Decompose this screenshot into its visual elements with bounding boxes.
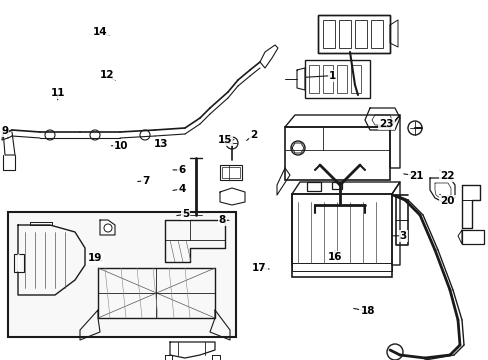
Text: 19: 19 <box>88 253 102 264</box>
Bar <box>338 20 350 48</box>
Text: 9: 9 <box>1 126 8 136</box>
Bar <box>461 230 483 244</box>
Bar <box>222 167 240 178</box>
Bar <box>291 263 391 271</box>
Bar <box>336 65 346 93</box>
Text: 21: 21 <box>408 171 423 181</box>
Text: 1: 1 <box>328 71 335 81</box>
Bar <box>285 127 389 180</box>
Bar <box>308 65 318 93</box>
Bar <box>323 65 332 93</box>
Bar <box>14 254 24 272</box>
Text: 17: 17 <box>251 263 266 273</box>
Text: 4: 4 <box>178 184 185 194</box>
Bar <box>370 20 382 48</box>
Circle shape <box>140 130 150 140</box>
Text: 6: 6 <box>178 165 185 175</box>
Circle shape <box>104 224 112 232</box>
Bar <box>350 65 360 93</box>
Text: 2: 2 <box>249 130 256 140</box>
Bar <box>8 212 236 337</box>
Text: 8: 8 <box>219 215 225 225</box>
Text: 10: 10 <box>114 141 128 151</box>
Text: 14: 14 <box>93 27 107 37</box>
Text: 22: 22 <box>439 171 454 181</box>
Text: 18: 18 <box>360 306 374 316</box>
Text: 5: 5 <box>182 209 189 219</box>
Circle shape <box>45 130 55 140</box>
Bar <box>323 20 334 48</box>
Bar <box>306 182 320 191</box>
Text: 7: 7 <box>142 176 149 186</box>
Text: 20: 20 <box>439 196 454 206</box>
Circle shape <box>407 121 421 135</box>
Circle shape <box>225 137 238 149</box>
Text: 15: 15 <box>217 135 232 145</box>
Bar <box>354 20 366 48</box>
Circle shape <box>90 130 100 140</box>
Text: 13: 13 <box>154 139 168 149</box>
Circle shape <box>386 344 402 360</box>
Text: 12: 12 <box>99 70 114 80</box>
Bar <box>317 15 389 53</box>
Text: 3: 3 <box>399 231 406 241</box>
Bar <box>220 165 242 180</box>
Bar <box>305 60 369 98</box>
Text: 23: 23 <box>378 119 393 129</box>
Bar <box>291 194 391 277</box>
Text: 11: 11 <box>50 88 65 98</box>
Circle shape <box>290 141 305 155</box>
Bar <box>331 182 341 189</box>
Bar <box>317 15 389 53</box>
Text: 16: 16 <box>327 252 342 262</box>
